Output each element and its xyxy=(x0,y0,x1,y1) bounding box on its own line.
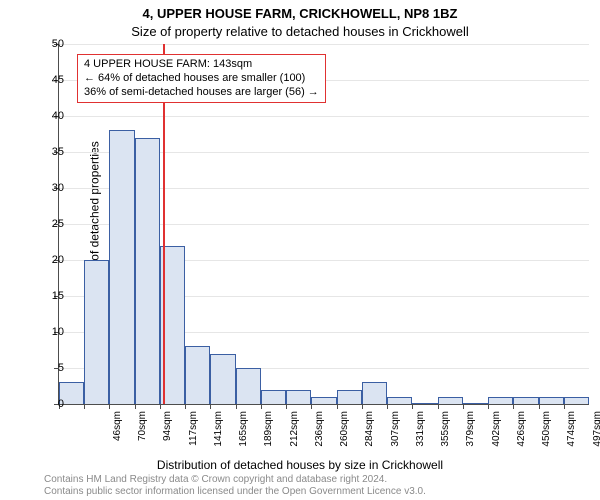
x-tick-mark xyxy=(286,404,287,409)
y-tick-label: 15 xyxy=(52,290,64,302)
x-tick-label: 117sqm xyxy=(188,411,199,461)
histogram-bar xyxy=(84,260,109,404)
histogram-bar xyxy=(463,403,488,404)
annotation-line: 4 UPPER HOUSE FARM: 143sqm xyxy=(84,58,319,72)
x-tick-mark xyxy=(84,404,85,409)
x-tick-mark xyxy=(362,404,363,409)
y-tick-label: 20 xyxy=(52,254,64,266)
x-tick-label: 236sqm xyxy=(314,411,325,461)
x-tick-label: 497sqm xyxy=(592,411,600,461)
grid-line xyxy=(59,116,589,117)
histogram-bar xyxy=(185,346,210,404)
annotation-line: 36% of semi-detached houses are larger (… xyxy=(84,86,319,100)
x-tick-label: 260sqm xyxy=(339,411,350,461)
x-tick-label: 426sqm xyxy=(516,411,527,461)
x-tick-label: 450sqm xyxy=(541,411,552,461)
x-tick-label: 212sqm xyxy=(289,411,300,461)
x-tick-mark xyxy=(311,404,312,409)
x-tick-mark xyxy=(387,404,388,409)
y-tick-label: 5 xyxy=(58,362,64,374)
histogram-bar xyxy=(438,397,463,404)
x-tick-mark xyxy=(109,404,110,409)
x-tick-mark xyxy=(135,404,136,409)
x-tick-label: 141sqm xyxy=(213,411,224,461)
y-tick-label: 45 xyxy=(52,74,64,86)
footer-line2: Contains public sector information licen… xyxy=(44,486,426,498)
histogram-bar xyxy=(337,390,362,404)
x-tick-mark xyxy=(438,404,439,409)
x-tick-mark xyxy=(337,404,338,409)
histogram-bar xyxy=(311,397,336,404)
y-tick-label: 25 xyxy=(52,218,64,230)
y-tick-label: 30 xyxy=(52,182,64,194)
chart-title-line2: Size of property relative to detached ho… xyxy=(0,24,600,39)
x-tick-mark xyxy=(412,404,413,409)
x-tick-label: 46sqm xyxy=(112,411,123,461)
x-tick-label: 307sqm xyxy=(390,411,401,461)
y-tick-label: 35 xyxy=(52,146,64,158)
x-tick-mark xyxy=(160,404,161,409)
histogram-bar xyxy=(513,397,538,404)
y-tick-label: 40 xyxy=(52,110,64,122)
x-axis-label: Distribution of detached houses by size … xyxy=(0,458,600,472)
histogram-bar xyxy=(236,368,261,404)
y-tick-label: 50 xyxy=(52,38,64,50)
x-tick-mark xyxy=(513,404,514,409)
x-tick-mark xyxy=(488,404,489,409)
x-tick-label: 331sqm xyxy=(415,411,426,461)
plot-area: 4 UPPER HOUSE FARM: 143sqm← 64% of detac… xyxy=(58,44,589,405)
footer-line1: Contains HM Land Registry data © Crown c… xyxy=(44,474,426,486)
histogram-bar xyxy=(387,397,412,404)
x-tick-label: 355sqm xyxy=(440,411,451,461)
x-tick-label: 474sqm xyxy=(566,411,577,461)
chart-title-line1: 4, UPPER HOUSE FARM, CRICKHOWELL, NP8 1B… xyxy=(0,6,600,21)
x-tick-label: 165sqm xyxy=(238,411,249,461)
chart-container: 4, UPPER HOUSE FARM, CRICKHOWELL, NP8 1B… xyxy=(0,0,600,500)
x-tick-mark xyxy=(564,404,565,409)
histogram-bar xyxy=(286,390,311,404)
x-tick-label: 94sqm xyxy=(162,411,173,461)
grid-line xyxy=(59,44,589,45)
x-tick-label: 189sqm xyxy=(263,411,274,461)
x-tick-label: 379sqm xyxy=(465,411,476,461)
histogram-bar xyxy=(564,397,589,404)
histogram-bar xyxy=(109,130,134,404)
histogram-bar xyxy=(261,390,286,404)
y-tick-label: 10 xyxy=(52,326,64,338)
x-tick-label: 70sqm xyxy=(137,411,148,461)
histogram-bar xyxy=(412,403,437,404)
histogram-bar xyxy=(539,397,564,404)
histogram-bar xyxy=(488,397,513,404)
histogram-bar xyxy=(135,138,160,404)
annotation-line: ← 64% of detached houses are smaller (10… xyxy=(84,72,319,86)
x-tick-label: 402sqm xyxy=(491,411,502,461)
x-tick-mark xyxy=(261,404,262,409)
y-tick-label: 0 xyxy=(58,398,64,410)
footer-attribution: Contains HM Land Registry data © Crown c… xyxy=(44,474,426,498)
x-tick-label: 284sqm xyxy=(364,411,375,461)
x-tick-mark xyxy=(236,404,237,409)
annotation-box: 4 UPPER HOUSE FARM: 143sqm← 64% of detac… xyxy=(77,54,326,103)
x-tick-mark xyxy=(539,404,540,409)
histogram-bar xyxy=(362,382,387,404)
x-tick-mark xyxy=(185,404,186,409)
x-tick-mark xyxy=(463,404,464,409)
histogram-bar xyxy=(210,354,235,404)
x-tick-mark xyxy=(210,404,211,409)
